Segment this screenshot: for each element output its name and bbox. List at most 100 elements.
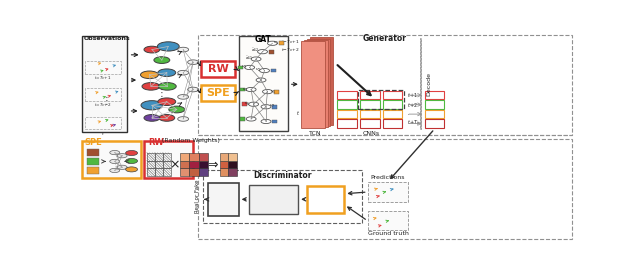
Circle shape [169,106,185,113]
Circle shape [246,117,256,121]
Text: $\cdot$: $\cdot$ [407,112,410,117]
Circle shape [117,165,127,169]
Text: SPE: SPE [84,138,102,147]
Bar [337,110,356,118]
Text: $v_3$: $v_3$ [241,64,247,71]
Circle shape [262,90,273,94]
Text: $t\!+\!2$: $t\!+\!2$ [407,101,418,109]
Bar [83,141,141,178]
Bar [425,119,444,128]
Bar [180,161,189,168]
Circle shape [141,101,163,110]
Text: RW: RW [207,64,228,74]
Bar [269,50,274,54]
Circle shape [117,154,127,158]
Text: $t\!+\!T_p$: $t\!+\!T_p$ [407,118,420,129]
Text: $v_2$: $v_2$ [255,67,262,74]
Bar [383,91,403,99]
Bar [198,153,208,161]
Text: FC: FC [216,194,230,204]
Text: $t\!=\!T_o\!+\!1$: $t\!=\!T_o\!+\!1$ [95,74,112,82]
Bar [83,36,127,132]
Bar [147,161,155,168]
Bar [360,119,380,128]
Bar [88,149,99,156]
Circle shape [110,168,120,173]
Text: $t\!-\!T_o\!+\!2$: $t\!-\!T_o\!+\!2$ [281,47,300,54]
Text: (Random Weights): (Random Weights) [161,138,220,143]
Bar [242,102,247,106]
Text: $v_5$: $v_5$ [270,88,276,96]
Bar [198,168,208,176]
Bar [360,110,380,118]
Bar [273,105,277,109]
Bar [383,100,403,109]
Text: Decode: Decode [427,72,432,96]
Bar [367,211,408,230]
Bar [189,168,198,176]
Text: Generator: Generator [363,34,407,43]
Circle shape [110,150,120,155]
Circle shape [178,117,189,121]
Circle shape [251,57,261,61]
Bar [307,39,330,126]
Bar [203,170,362,223]
Bar [271,69,276,73]
Circle shape [158,69,176,76]
Bar [180,168,189,176]
Circle shape [144,115,160,121]
Circle shape [261,119,271,124]
Bar [249,185,298,213]
Bar [198,139,572,239]
Bar [360,91,380,99]
Bar [163,168,171,176]
Text: LSTM: LSTM [260,195,287,204]
Bar [163,161,171,168]
Text: $\times$: $\times$ [170,158,180,171]
Bar [155,168,163,176]
Bar [88,167,99,174]
Circle shape [158,82,176,90]
Circle shape [154,57,170,63]
Text: $\hat{a}_{11}$: $\hat{a}_{11}$ [245,55,253,62]
Bar [274,90,279,94]
Circle shape [248,102,259,106]
Bar [189,153,198,161]
Text: $v_1$: $v_1$ [273,40,280,47]
Bar [238,66,243,69]
Circle shape [178,94,189,99]
Text: GAT: GAT [255,35,272,44]
Bar [383,119,403,128]
Bar [240,117,244,121]
Bar [310,37,333,124]
Text: TCN: TCN [309,131,322,136]
Text: $t\!+\!1$: $t\!+\!1$ [407,91,418,99]
Bar [304,40,328,127]
Bar [220,161,228,168]
Bar [273,120,277,123]
Circle shape [125,150,138,156]
Circle shape [261,105,271,109]
Bar [200,61,236,77]
Bar [198,161,208,168]
Bar [220,168,228,176]
Text: $t\!-\!T_o\!+\!1$: $t\!-\!T_o\!+\!1$ [281,38,300,46]
Text: $v_7$: $v_7$ [269,103,276,111]
Circle shape [244,65,255,70]
Bar [198,35,572,135]
Bar [163,153,171,161]
Circle shape [257,50,268,54]
Text: Observations: Observations [84,36,131,41]
Bar [358,90,404,109]
Bar [425,110,444,118]
Bar [145,141,193,178]
Text: Discriminator: Discriminator [253,171,312,180]
Bar [360,100,380,109]
Bar [425,100,444,109]
Circle shape [157,42,179,51]
Circle shape [256,78,266,82]
Bar [228,153,237,161]
Circle shape [144,46,160,53]
Circle shape [142,82,160,90]
Bar [220,153,228,161]
